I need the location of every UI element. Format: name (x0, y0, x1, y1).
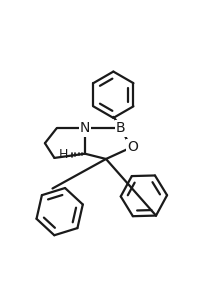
Text: N: N (80, 121, 90, 135)
Text: O: O (127, 141, 138, 154)
Text: B: B (116, 121, 126, 135)
Text: H: H (59, 148, 68, 161)
